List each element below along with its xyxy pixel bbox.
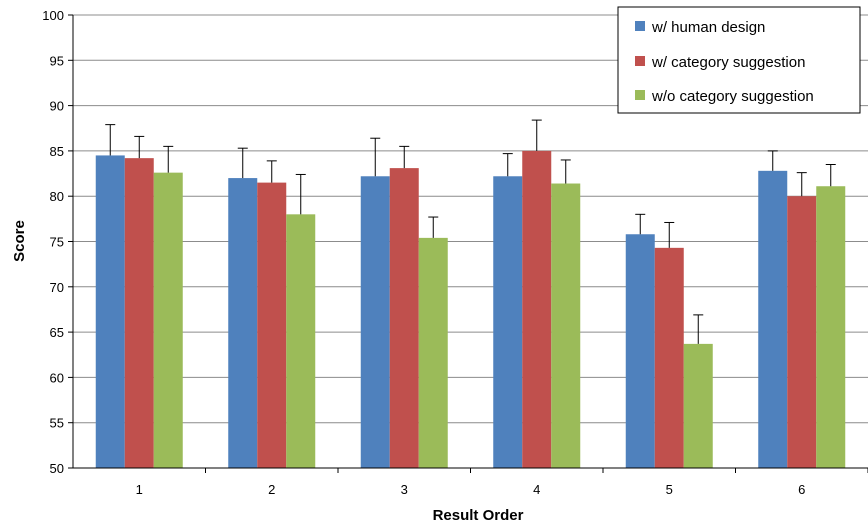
legend-label-human-design: w/ human design: [651, 19, 765, 36]
y-tick-label: 100: [42, 8, 64, 23]
y-tick-label: 70: [50, 280, 64, 295]
x-tick-label: 1: [136, 482, 143, 497]
x-tick-labels: 1 2 3 4 5 6: [136, 468, 868, 497]
x-tick-label: 5: [666, 482, 673, 497]
y-tick-labels: 50 55 60 65 70 75 80 85 90 95 100: [42, 8, 73, 476]
bar-category-suggestion: [389, 168, 419, 468]
bars: [95, 150, 846, 469]
legend-label-no-category-suggestion: w/o category suggestion: [651, 88, 814, 105]
legend: w/ human design w/ category suggestion w…: [617, 6, 861, 114]
bar-no-category-suggestion: [286, 214, 316, 468]
bar-category-suggestion: [124, 158, 154, 468]
bar-human-design: [95, 155, 125, 468]
bar-human-design: [360, 176, 390, 468]
bar-no-category-suggestion: [153, 172, 183, 469]
legend-swatch-no-category-suggestion: [635, 90, 645, 100]
bar-category-suggestion: [654, 247, 684, 468]
x-tick-label: 3: [401, 482, 408, 497]
bar-category-suggestion: [787, 196, 817, 468]
x-tick-label: 4: [533, 482, 540, 497]
bar-no-category-suggestion: [683, 343, 713, 468]
y-tick-label: 60: [50, 370, 64, 385]
y-tick-label: 65: [50, 325, 64, 340]
legend-label-category-suggestion: w/ category suggestion: [651, 54, 805, 71]
bar-category-suggestion: [257, 182, 287, 469]
bar-human-design: [228, 178, 258, 468]
bar-human-design: [758, 170, 788, 468]
x-axis-title: Result Order: [433, 507, 524, 524]
y-tick-label: 95: [50, 53, 64, 68]
bar-no-category-suggestion: [551, 183, 581, 469]
y-tick-label: 90: [50, 99, 64, 114]
y-axis-title: Score: [11, 220, 28, 262]
bar-category-suggestion: [522, 150, 552, 468]
legend-box: [617, 6, 861, 114]
bar-human-design: [493, 176, 523, 468]
legend-swatch-category-suggestion: [635, 56, 645, 66]
bar-no-category-suggestion: [816, 186, 846, 468]
x-tick-label: 2: [268, 482, 275, 497]
y-tick-label: 85: [50, 144, 64, 159]
bar-human-design: [625, 234, 655, 468]
legend-swatch-human-design: [635, 21, 645, 31]
x-tick-label: 6: [798, 482, 805, 497]
bar-no-category-suggestion: [418, 237, 448, 468]
y-tick-label: 50: [50, 461, 64, 476]
y-tick-label: 55: [50, 416, 64, 431]
error-bars: [105, 119, 836, 344]
y-tick-label: 75: [50, 235, 64, 250]
y-tick-label: 80: [50, 189, 64, 204]
